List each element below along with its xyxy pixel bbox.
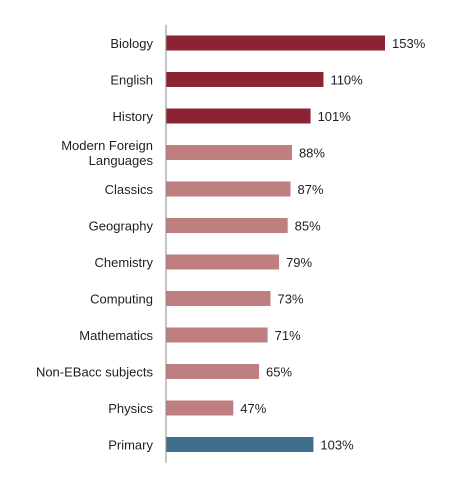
category-label-2: History [113,109,154,124]
category-label-1: English [110,73,153,88]
bar-7 [166,291,271,306]
category-label-7: Computing [90,292,153,307]
category-label-9: Non-EBacc subjects [36,365,154,380]
bar-5 [166,218,288,233]
value-label-7: 73% [277,292,303,307]
category-label-4: Classics [105,182,154,197]
bar-10 [166,400,234,416]
category-label-8: Mathematics [79,328,153,343]
bar-6 [166,254,280,270]
value-label-3: 88% [299,146,325,161]
bar-1 [166,72,324,87]
bar-11 [166,437,314,452]
value-label-4: 87% [298,182,324,197]
value-label-1: 110% [330,73,363,88]
value-label-9: 65% [266,365,292,380]
bar-8 [166,327,268,343]
value-label-2: 101% [318,109,352,124]
category-label-0: Biology [110,36,153,51]
category-label-5: Geography [89,219,154,234]
value-label-6: 79% [286,255,312,270]
category-label-11: Primary [108,438,153,453]
category-label-3: Modern Foreign Languages [61,138,153,168]
bar-9 [166,364,260,379]
category-label-6: Chemistry [94,255,153,270]
value-label-0: 153% [392,36,426,51]
bars-layer [166,35,385,452]
value-label-5: 85% [295,219,321,234]
bar-4 [166,181,291,197]
labels-layer: 153% Biology 110% English 101% History 88% Mode… [36,36,426,453]
value-label-8: 71% [275,328,301,343]
bar-3 [166,145,292,160]
bar-2 [166,108,311,124]
category-label-10: Physics [108,401,153,416]
value-label-11: 103% [320,438,354,453]
bar-0 [166,35,385,51]
value-label-10: 47% [240,401,266,416]
